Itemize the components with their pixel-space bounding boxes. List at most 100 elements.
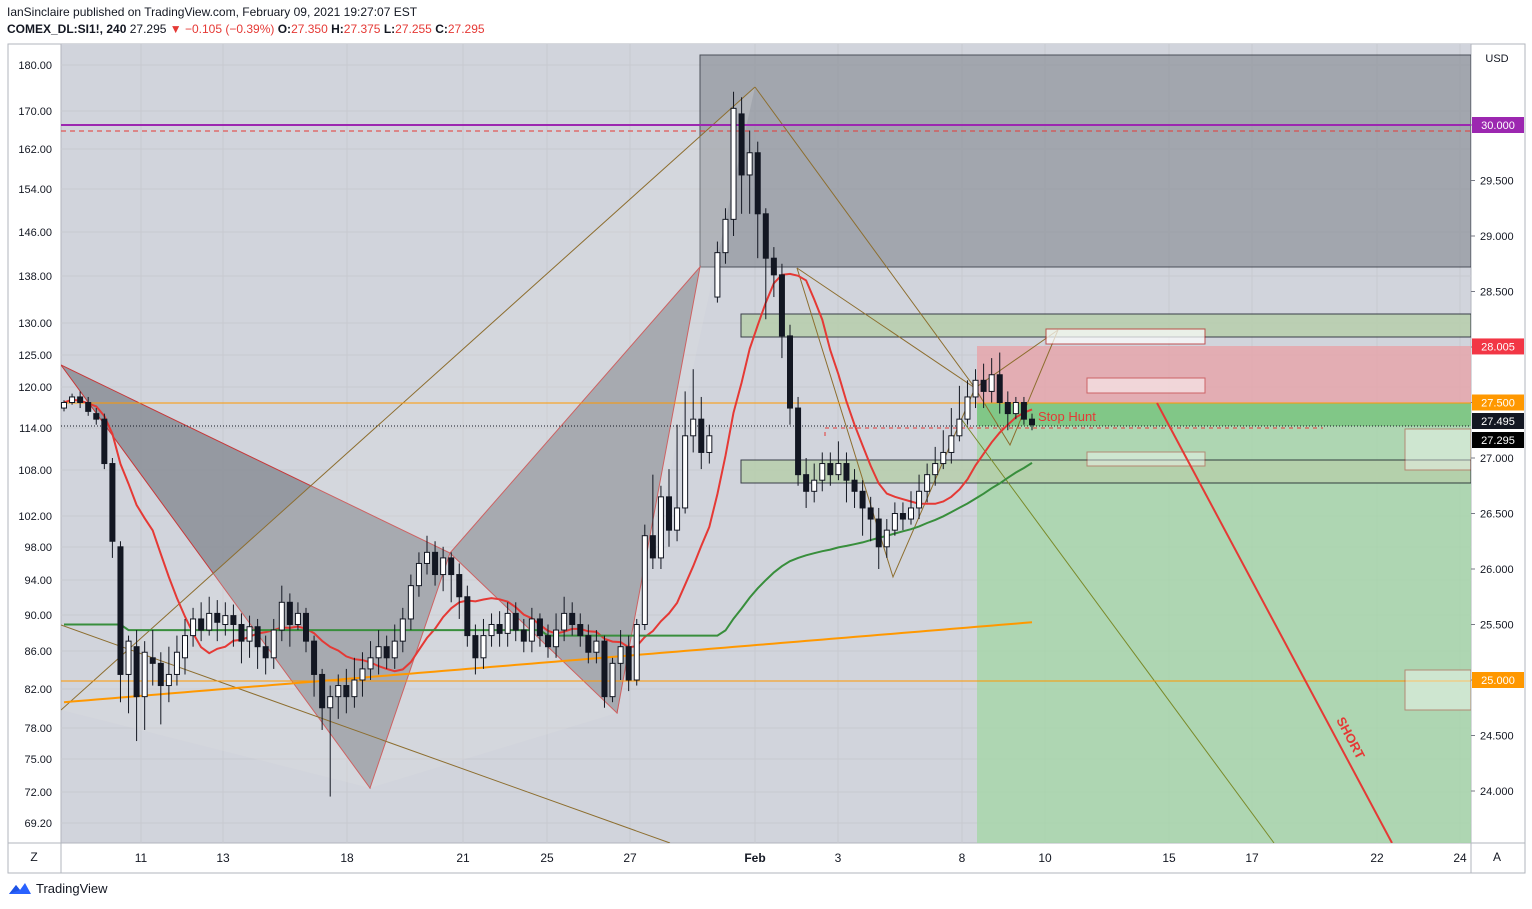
right-tick-label: 26.500 (1480, 509, 1514, 521)
candle-body (859, 490, 866, 509)
left-tick-label: 154.00 (18, 184, 52, 196)
symbol-name[interactable]: COMEX_DL:SI1!, 240 (7, 22, 127, 36)
descending-trendline[interactable] (61, 624, 671, 843)
short-projection-line[interactable] (1156, 402, 1393, 843)
candle-body (472, 635, 479, 659)
candle-body (222, 615, 229, 625)
stop-hunt-label: Stop Hunt (1038, 409, 1096, 424)
candle-body (480, 635, 487, 659)
support-box[interactable] (740, 459, 1471, 484)
supply-zone-box[interactable] (699, 54, 1471, 268)
candle-body (230, 615, 237, 625)
candle-body (448, 557, 455, 576)
published-info: published on TradingView.com, February 0… (73, 5, 418, 19)
candle-body (948, 435, 955, 453)
candle-body (520, 629, 527, 642)
candle-body (133, 646, 140, 698)
price-label-box (1472, 432, 1524, 448)
candle-body (964, 396, 971, 420)
candle-body (899, 513, 906, 520)
candle-body (932, 463, 939, 476)
right-tick-label: 24.500 (1480, 731, 1514, 743)
candle-body (956, 418, 963, 437)
candle-body (319, 673, 326, 709)
candle-body (875, 518, 882, 548)
candle-body (93, 413, 100, 420)
left-tick-label: 90.00 (24, 610, 52, 622)
price-label-box (1472, 413, 1524, 429)
candle-body (778, 274, 785, 337)
candle-body (891, 513, 898, 531)
price-label-box (1472, 672, 1524, 688)
target-rect-3[interactable] (1086, 451, 1206, 467)
candle-body (843, 463, 850, 481)
candle-body (803, 474, 810, 492)
tradingview-logo-icon (9, 882, 31, 894)
time-tick-label: 21 (456, 851, 470, 865)
candle-body (254, 626, 261, 648)
price-label-text: 30.000 (1481, 120, 1515, 132)
candle-body (61, 402, 67, 409)
candle-body (649, 535, 656, 559)
candle-body (246, 626, 253, 642)
candle-body (383, 646, 390, 659)
left-tick-label: 86.00 (24, 646, 52, 658)
candle-body (657, 496, 664, 559)
projection-trendline[interactable] (961, 419, 1275, 843)
candle-body (730, 107, 737, 220)
zoom-button[interactable]: Z (30, 850, 37, 864)
candle-body (367, 657, 374, 670)
candle-body (770, 257, 777, 276)
time-tick-label: 24 (1453, 851, 1467, 865)
candle-body (303, 612, 309, 642)
candle-body (569, 612, 576, 626)
candle-body (674, 507, 681, 531)
candle-body (464, 596, 471, 637)
candle-body (1004, 402, 1011, 415)
chart-publisher-line: IanSinclaire published on TradingView.co… (7, 5, 417, 19)
candle-body (294, 612, 301, 626)
right-tick-label: 28.500 (1480, 287, 1514, 299)
candle-body (633, 624, 640, 681)
candle-body (867, 507, 874, 520)
candle-body (335, 685, 342, 698)
right-tick-label: 25.500 (1480, 620, 1514, 632)
candle-body (996, 374, 1003, 403)
close-label: C: (435, 22, 448, 36)
candle-body (198, 618, 205, 631)
left-tick-label: 138.00 (18, 271, 52, 283)
target-rect-5[interactable] (1404, 669, 1471, 711)
time-tick-label: 10 (1038, 851, 1052, 865)
right-price-axis[interactable]: 30.00029.50029.00028.50028.00027.50027.0… (1471, 120, 1514, 798)
left-price-axis[interactable]: 180.00 170.00 162.00 154.00 146.00 138.00 130.… (18, 60, 52, 830)
candle-body (101, 418, 108, 465)
candle-body (1029, 418, 1035, 426)
candle-body (754, 152, 761, 215)
candle-body (609, 662, 616, 698)
candle-body (851, 479, 858, 492)
auto-scale-button[interactable]: A (1493, 850, 1501, 864)
price-label-text: 27.295 (1481, 435, 1515, 447)
candle-body (125, 640, 132, 675)
candle-body (343, 685, 350, 698)
target-rect-1[interactable] (1045, 328, 1206, 345)
candle-body (407, 585, 414, 620)
tradingview-brand[interactable]: TradingView (8, 881, 108, 896)
time-axis[interactable]: 11 13 18 21 25 27 Feb 3 8 10 15 17 22 24 (135, 851, 1467, 865)
publisher-name[interactable]: IanSinclaire (7, 5, 70, 19)
candle-body (165, 673, 172, 687)
entry-zone (977, 403, 1471, 426)
price-label-text: 27.495 (1481, 416, 1515, 428)
left-tick-label: 72.00 (24, 787, 52, 799)
left-tick-label: 102.00 (18, 511, 52, 523)
right-tick-label: 26.000 (1480, 564, 1514, 576)
last-price: 27.295 (129, 22, 167, 36)
time-tick-label: 13 (216, 851, 230, 865)
target-rect-2[interactable] (1086, 377, 1206, 394)
target-rect-4[interactable] (1404, 428, 1471, 471)
left-tick-label: 78.00 (24, 723, 52, 735)
candle-body (738, 113, 745, 176)
candle-body (206, 612, 213, 631)
stop-loss-zone[interactable] (977, 346, 1471, 403)
